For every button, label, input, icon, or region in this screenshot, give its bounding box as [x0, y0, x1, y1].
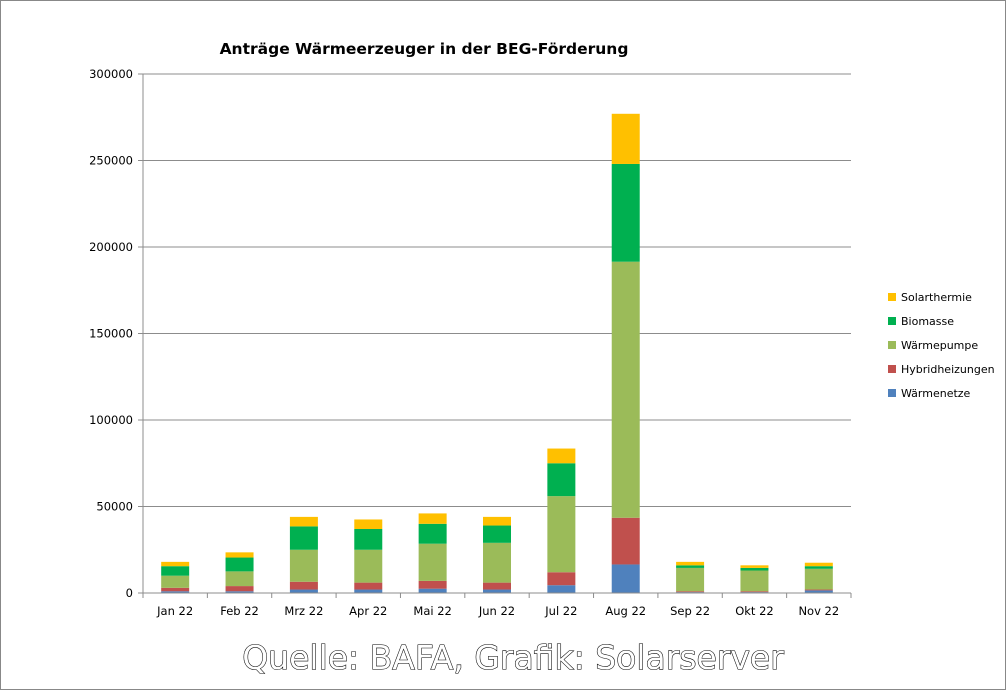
- bar-segment-apr-22-1: [354, 582, 383, 590]
- bar-segment-jan-22-3: [161, 566, 190, 576]
- source-caption: Quelle: BAFA, Grafik: Solarserver: [242, 638, 784, 677]
- legend-swatch: [888, 317, 896, 325]
- x-tick-label: Apr 22: [349, 604, 387, 618]
- bar-segment-sep-22-4: [676, 561, 705, 566]
- chart-title: Anträge Wärmeerzeuger in der BEG-Förderu…: [220, 40, 629, 58]
- y-tick-label: 150000: [89, 327, 133, 341]
- bar-segment-feb-22-1: [225, 586, 254, 592]
- bar-segment-feb-22-3: [225, 557, 254, 572]
- bar-segment-jul-22-2: [547, 496, 576, 573]
- gridlines: [138, 73, 851, 594]
- bar-segment-mai-22-4: [418, 513, 447, 524]
- legend-label: Biomasse: [901, 315, 954, 328]
- x-tick-label: Feb 22: [220, 604, 259, 618]
- y-tick-label: 0: [126, 586, 133, 600]
- bar-segment-jan-22-0: [161, 591, 190, 593]
- bar-segment-feb-22-2: [225, 571, 254, 587]
- bar-segment-aug-22-1: [611, 517, 640, 565]
- bar-segment-nov-22-4: [804, 562, 833, 567]
- bar-segment-mrz-22-2: [289, 549, 318, 582]
- bar-segment-feb-22-0: [225, 591, 254, 593]
- axes: [142, 74, 852, 598]
- bar-segment-mai-22-0: [418, 588, 447, 593]
- legend-label: Hybridheizungen: [901, 363, 995, 376]
- bar-segment-okt-22-4: [740, 565, 769, 568]
- legend-swatch: [888, 389, 896, 397]
- bar-segment-feb-22-4: [225, 552, 254, 558]
- bar-segment-apr-22-2: [354, 549, 383, 583]
- x-tick-label: Nov 22: [798, 604, 839, 618]
- x-tick-label: Mai 22: [413, 604, 451, 618]
- y-tick-label: 100000: [89, 413, 133, 427]
- bar-segment-jun-22-0: [483, 589, 511, 593]
- legend: Solarthermie Biomasse Wärmepumpe Hybridheiz…: [888, 291, 995, 400]
- bar-segment-mai-22-3: [418, 523, 447, 544]
- bar-segment-nov-22-0: [804, 590, 833, 593]
- legend-label: Solarthermie: [901, 291, 972, 304]
- legend-swatch: [888, 293, 896, 301]
- legend-swatch: [888, 365, 896, 373]
- bar-segment-jul-22-4: [547, 448, 576, 464]
- bar-segment-jun-22-2: [483, 542, 511, 583]
- bar-segment-jan-22-1: [161, 587, 190, 592]
- bar-segment-aug-22-0: [611, 564, 640, 593]
- bar-segment-jun-22-3: [483, 525, 511, 543]
- x-tick-label: Mrz 22: [284, 604, 323, 618]
- bar-segment-jun-22-1: [483, 582, 511, 590]
- bar-segment-nov-22-2: [804, 568, 833, 590]
- bar-segment-mai-22-2: [418, 543, 447, 581]
- y-tick-label: 300000: [89, 67, 133, 81]
- legend-label: Wärmenetze: [901, 387, 971, 400]
- bar-segment-aug-22-2: [611, 261, 640, 518]
- bar-segment-mrz-22-3: [289, 526, 318, 550]
- x-tick-labels: Jan 22 Feb 22 Mrz 22 Apr 22 Mai 22 Jun 22 Jul …: [156, 604, 839, 618]
- bar-segment-nov-22-3: [804, 566, 833, 569]
- bar-segment-jun-22-4: [483, 516, 511, 526]
- x-tick-label: Sep 22: [670, 604, 710, 618]
- bar-segment-mrz-22-4: [289, 516, 318, 527]
- x-tick-label: Okt 22: [735, 604, 774, 618]
- bar-segment-jul-22-3: [547, 463, 576, 497]
- bar-segment-apr-22-4: [354, 519, 383, 529]
- bar-segment-apr-22-3: [354, 528, 383, 550]
- y-tick-label: 200000: [89, 240, 133, 254]
- bar-segment-mrz-22-1: [289, 581, 318, 590]
- bar-segment-sep-22-1: [676, 591, 705, 593]
- y-tick-label: 250000: [89, 154, 133, 168]
- bar-segment-okt-22-1: [740, 591, 769, 593]
- legend-swatch: [888, 341, 896, 349]
- legend-label: Wärmepumpe: [901, 339, 978, 352]
- y-tick-labels: 0 50000 100000 150000 200000 250000 300000: [89, 67, 133, 600]
- bar-segment-jan-22-2: [161, 575, 190, 588]
- bar-segment-sep-22-2: [676, 567, 705, 592]
- bar-segment-jul-22-1: [547, 572, 576, 586]
- bar-segment-okt-22-2: [740, 570, 769, 592]
- x-tick-label: Jul 22: [544, 604, 577, 618]
- bar-segment-jul-22-0: [547, 585, 576, 593]
- bar-segment-okt-22-3: [740, 567, 769, 571]
- bar-segment-jan-22-4: [161, 561, 190, 567]
- bar-segment-aug-22-4: [611, 113, 640, 164]
- bar-segment-aug-22-3: [611, 163, 640, 262]
- bar-segment-sep-22-3: [676, 565, 705, 568]
- bars: [161, 113, 833, 593]
- bar-segment-apr-22-0: [354, 589, 383, 593]
- x-tick-label: Aug 22: [605, 604, 646, 618]
- bar-segment-nov-22-1: [804, 589, 833, 591]
- bar-segment-mrz-22-0: [289, 589, 318, 593]
- x-tick-label: Jan 22: [156, 604, 193, 618]
- x-tick-label: Jun 22: [478, 604, 515, 618]
- bar-segment-mai-22-1: [418, 580, 447, 589]
- y-tick-label: 50000: [96, 500, 133, 514]
